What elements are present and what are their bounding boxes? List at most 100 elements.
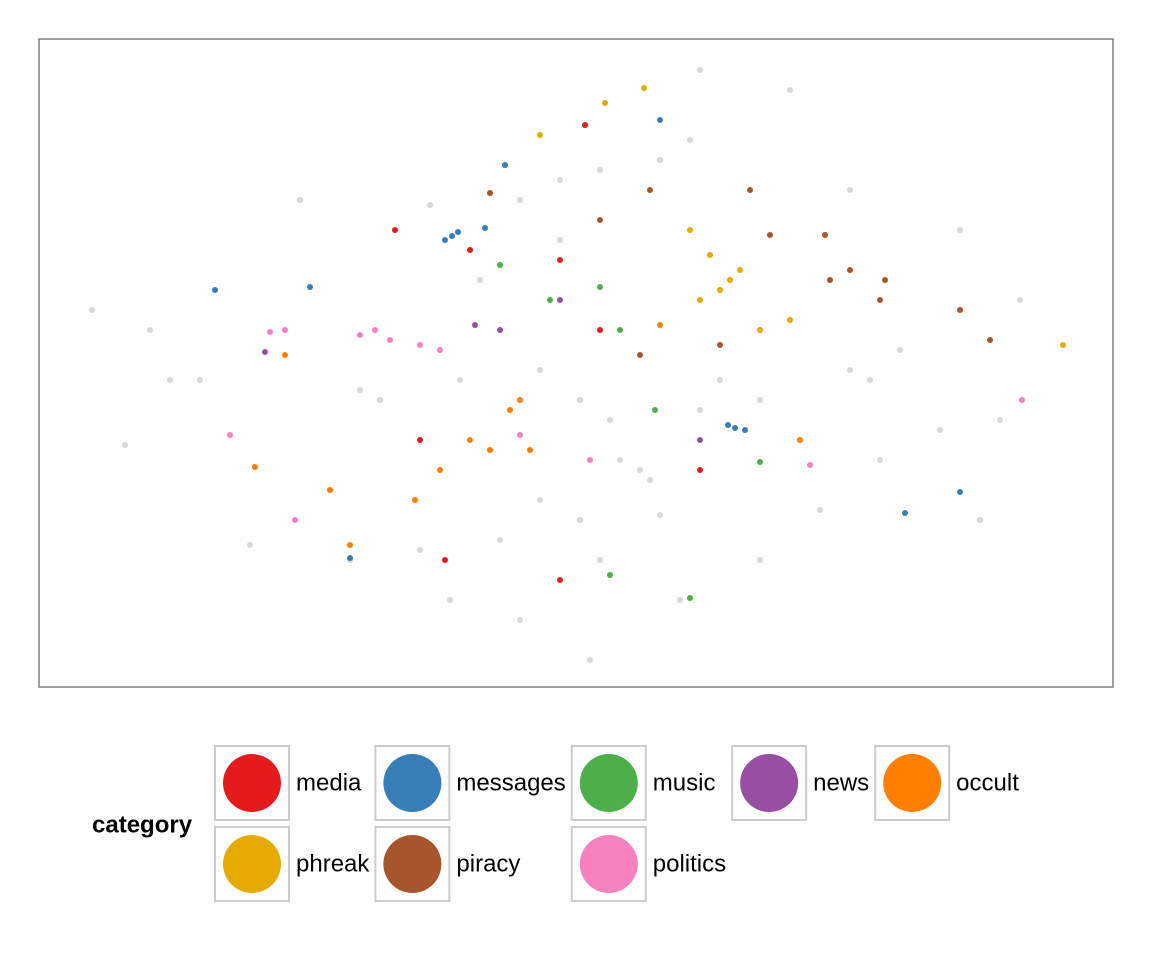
- point: [557, 177, 563, 183]
- point: [227, 432, 233, 438]
- point: [502, 162, 508, 168]
- point: [357, 332, 363, 338]
- point: [597, 284, 603, 290]
- point: [427, 202, 433, 208]
- point: [687, 595, 693, 601]
- point: [557, 257, 563, 263]
- legend-swatch: [223, 835, 281, 893]
- point: [357, 387, 363, 393]
- point: [557, 237, 563, 243]
- point: [657, 117, 663, 123]
- point: [1017, 297, 1023, 303]
- legend-label: piracy: [456, 850, 520, 877]
- point: [957, 227, 963, 233]
- legend-label: messages: [456, 769, 565, 796]
- point: [787, 87, 793, 93]
- point: [467, 247, 473, 253]
- point: [442, 237, 448, 243]
- point: [482, 225, 488, 231]
- point: [647, 187, 653, 193]
- point: [597, 217, 603, 223]
- point: [827, 277, 833, 283]
- point: [742, 427, 748, 433]
- point: [437, 467, 443, 473]
- point: [507, 407, 513, 413]
- point: [457, 377, 463, 383]
- point: [637, 352, 643, 358]
- point: [707, 252, 713, 258]
- point: [602, 100, 608, 106]
- legend-swatch: [579, 835, 638, 893]
- point: [597, 557, 603, 563]
- point: [847, 267, 853, 273]
- point: [497, 327, 503, 333]
- point: [717, 342, 723, 348]
- point: [797, 437, 803, 443]
- point: [677, 597, 683, 603]
- point: [467, 437, 473, 443]
- point: [517, 617, 523, 623]
- point: [449, 233, 455, 239]
- legend-label: news: [813, 769, 869, 796]
- point: [687, 227, 693, 233]
- point: [417, 547, 423, 553]
- point: [997, 417, 1003, 423]
- point: [847, 187, 853, 193]
- point: [787, 317, 793, 323]
- point: [657, 157, 663, 163]
- point: [617, 327, 623, 333]
- point: [977, 517, 983, 523]
- point: [807, 462, 813, 468]
- point: [387, 337, 393, 343]
- point: [517, 432, 523, 438]
- point: [717, 377, 723, 383]
- point: [607, 572, 613, 578]
- point: [597, 327, 603, 333]
- point: [252, 464, 258, 470]
- point: [262, 349, 268, 355]
- point: [197, 377, 203, 383]
- point: [867, 377, 873, 383]
- legend-title: category: [92, 811, 193, 838]
- point: [957, 307, 963, 313]
- point: [657, 322, 663, 328]
- point: [697, 407, 703, 413]
- point: [347, 555, 353, 561]
- point: [647, 477, 653, 483]
- point: [757, 327, 763, 333]
- point: [847, 367, 853, 373]
- legend-swatch: [579, 754, 638, 812]
- legend-swatch: [383, 835, 442, 893]
- point: [877, 457, 883, 463]
- point: [412, 497, 418, 503]
- point: [282, 327, 288, 333]
- point: [392, 227, 398, 233]
- point: [437, 347, 443, 353]
- point: [657, 512, 663, 518]
- point: [747, 187, 753, 193]
- point: [327, 487, 333, 493]
- point: [697, 67, 703, 73]
- point: [937, 427, 943, 433]
- point: [877, 297, 883, 303]
- point: [167, 377, 173, 383]
- point: [455, 229, 461, 235]
- point: [577, 517, 583, 523]
- point: [637, 467, 643, 473]
- point: [212, 287, 218, 293]
- point: [247, 542, 253, 548]
- point: [587, 457, 593, 463]
- point: [817, 507, 823, 513]
- point: [487, 190, 493, 196]
- point: [587, 657, 593, 663]
- plot-area: [38, 38, 1114, 688]
- point: [517, 197, 523, 203]
- point: [417, 437, 423, 443]
- point: [607, 417, 613, 423]
- point: [517, 397, 523, 403]
- point: [477, 277, 483, 283]
- point: [447, 597, 453, 603]
- legend-swatch: [383, 754, 442, 812]
- point: [547, 297, 553, 303]
